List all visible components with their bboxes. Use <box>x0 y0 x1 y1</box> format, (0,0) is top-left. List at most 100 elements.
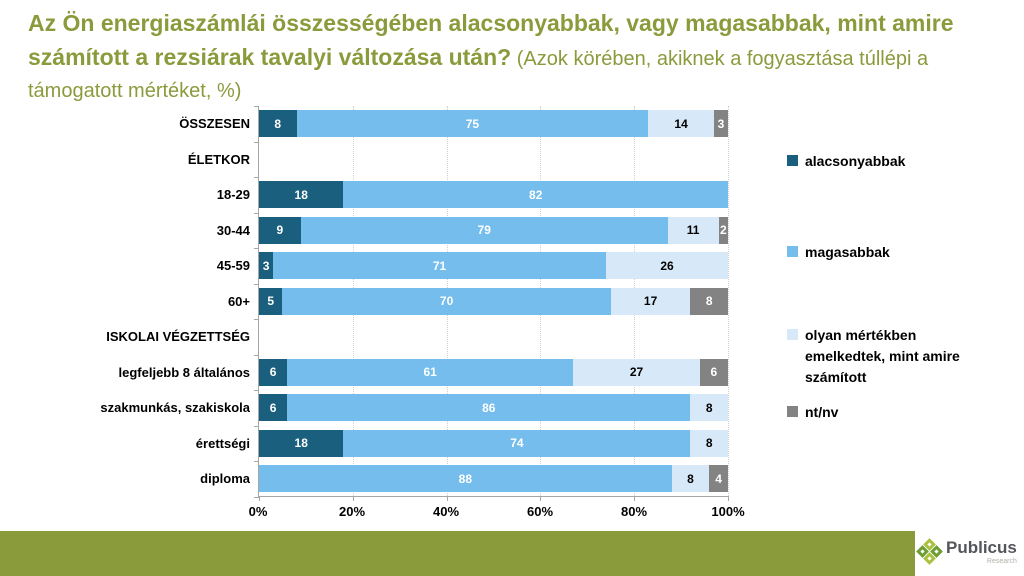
axis-tick <box>446 495 448 501</box>
segment-value-label: 27 <box>629 365 644 379</box>
bar-segment-1: 8 <box>259 110 297 137</box>
x-axis: 0% 20% 40% 60% 80% 100% <box>249 500 745 520</box>
bar-segment-2: 86 <box>287 394 691 421</box>
segment-value-label: 17 <box>643 294 658 308</box>
category-label: 60+ <box>227 293 250 309</box>
bar-segment-1: 6 <box>259 394 288 421</box>
chart-title: Az Ön energiaszámlái összességében alacs… <box>28 8 1013 108</box>
segment-value-label: 26 <box>660 258 674 273</box>
x-axis-label: 40% <box>432 504 460 519</box>
bar-row: 18 74 8 <box>259 426 728 462</box>
legend-label: alacsonyabbak <box>805 153 906 169</box>
axis-tick <box>728 495 729 501</box>
category-label: ÖSSZESEN <box>179 116 250 131</box>
bar-segment-3: 8 <box>690 429 728 457</box>
segment-value-label: 5 <box>267 294 275 308</box>
axis-tick <box>254 141 259 143</box>
bar-segment-3: 8 <box>671 465 710 492</box>
segment-value-label: 4 <box>715 471 722 486</box>
stacked-bar: 9 79 11 2 <box>259 216 728 244</box>
stacked-bar: 3 71 26 <box>259 252 728 279</box>
gridline <box>728 106 729 496</box>
segment-value-label: 11 <box>686 223 700 237</box>
segment-value-label: 82 <box>529 187 543 202</box>
category-label: 45-59 <box>216 258 250 273</box>
category-label: szakmunkás, szakiskola <box>100 400 250 415</box>
bar-segment-3: 14 <box>648 110 714 137</box>
category-label: ÉLETKOR <box>187 151 250 167</box>
segment-value-label: 79 <box>477 223 491 237</box>
segment-value-label: 8 <box>687 471 694 486</box>
bar-segment-1: 5 <box>259 287 283 315</box>
axis-tick <box>254 212 259 214</box>
bar-segment-1: 6 <box>259 358 288 386</box>
segment-value-label: 14 <box>674 116 688 131</box>
segment-value-label: 86 <box>482 400 496 415</box>
segment-value-label: 88 <box>458 471 473 486</box>
bar-segment-1: 9 <box>259 216 301 244</box>
axis-tick <box>254 177 259 178</box>
bar-segment-1: 3 <box>259 252 274 279</box>
axis-tick <box>254 461 259 462</box>
stacked-bar-chart: ÖSSZESEN ÉLETKOR 18-29 30-44 45-59 60+ ISKOLAI… <box>0 106 760 520</box>
stacked-bar: 6 86 8 <box>259 394 728 421</box>
bar-segment-4: 6 <box>699 358 728 386</box>
category-label: diploma <box>200 471 250 486</box>
stacked-bar: 6 61 27 6 <box>259 358 728 386</box>
bar-row: 5 70 17 8 <box>259 284 728 320</box>
brand-subtitle: Research <box>986 558 1017 565</box>
bar-segment-2: 74 <box>343 429 691 457</box>
publicus-logo: Publicus Research <box>916 538 1020 572</box>
bar-segment-1: 18 <box>259 429 344 457</box>
stacked-bar: 5 70 17 8 <box>259 287 728 315</box>
bar-segment-2: 79 <box>300 216 668 244</box>
x-axis-label: 0% <box>248 504 268 519</box>
category-label: 18-29 <box>216 187 250 202</box>
bar-row: 8 75 14 3 <box>259 106 728 142</box>
segment-value-label: 6 <box>710 365 718 379</box>
bar-segment-4: 3 <box>713 110 728 137</box>
segment-value-label: 8 <box>705 294 713 308</box>
bar-segment-2: 70 <box>282 287 611 315</box>
bar-segment-4: 2 <box>718 216 728 244</box>
segment-value-label: 18 <box>294 436 308 450</box>
segment-value-label: 3 <box>717 116 725 131</box>
bar-segment-3: 8 <box>690 394 728 421</box>
axis-tick <box>254 248 259 249</box>
footer-bar <box>0 531 915 576</box>
segment-value-label: 75 <box>465 116 480 131</box>
plot-area: 8 75 14 3 18 82 9 79 11 2 3 71 26 5 70 17 8 6 61 27 6 6 86 8 18 7… <box>254 106 729 501</box>
bar-segment-2: 71 <box>273 252 607 279</box>
legend: alacsonyabbak magasabbak olyan mértékben e… <box>787 151 997 423</box>
legend-swatch <box>787 155 798 166</box>
x-axis-label: 100% <box>711 504 745 519</box>
bar-segment-4: 4 <box>709 465 728 492</box>
stacked-bar: 88 8 4 <box>259 465 728 492</box>
chart-title-main: Az Ön energiaszámlái összességében alacs… <box>28 10 954 70</box>
axis-tick <box>254 425 259 427</box>
axis-tick <box>254 354 259 356</box>
axis-tick <box>540 495 542 501</box>
segment-value-label: 74 <box>510 436 524 450</box>
segment-value-label: 18 <box>294 187 308 202</box>
x-axis-label: 60% <box>526 504 554 519</box>
bar-segment-3: 11 <box>667 216 719 244</box>
axis-tick <box>352 495 354 501</box>
category-labels: ÖSSZESEN ÉLETKOR 18-29 30-44 45-59 60+ ISKOLAI… <box>0 106 250 497</box>
legend-swatch <box>787 246 798 257</box>
brand-name: Publicus <box>946 538 1017 557</box>
x-axis-label: 80% <box>620 504 648 519</box>
stacked-bar: 8 75 14 3 <box>259 110 728 137</box>
stacked-bar: 18 82 <box>259 181 728 208</box>
axis-tick <box>259 495 260 501</box>
bar-segment-2: 61 <box>287 358 574 386</box>
bar-segment-2: 75 <box>296 110 649 137</box>
legend-item: olyan mértékben emelkedtek, mint amire s… <box>787 325 997 388</box>
segment-value-label: 6 <box>269 400 277 415</box>
axis-tick <box>254 106 259 107</box>
segment-value-label: 71 <box>432 258 447 273</box>
category-label: érettségi <box>195 435 250 451</box>
bar-row: 18 82 <box>259 177 728 213</box>
legend-label: magasabbak <box>805 244 890 260</box>
category-label: 30-44 <box>216 222 250 238</box>
